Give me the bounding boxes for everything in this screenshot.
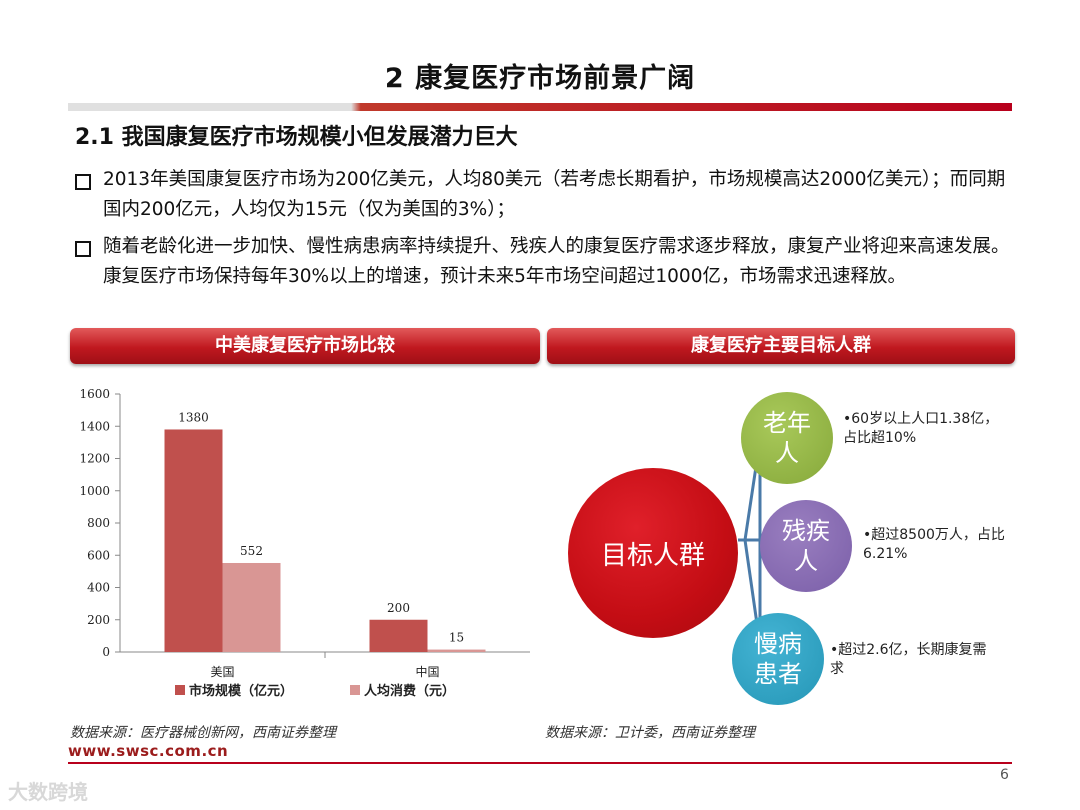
data-label: 552	[240, 544, 263, 558]
elderly-circle: 老年人	[741, 392, 833, 484]
y-tick-label: 200	[87, 613, 110, 627]
square-bullet-icon	[75, 174, 91, 190]
x-category-label: 中国	[415, 664, 439, 679]
disabled-description: •超过8500万人，占比6.21%	[863, 527, 1005, 562]
bar	[369, 619, 428, 652]
watermark: 大数跨境	[8, 780, 88, 804]
website-link[interactable]: www.swsc.com.cn	[68, 742, 229, 760]
circle-label-line: 人	[794, 547, 818, 575]
y-tick-label: 1000	[79, 484, 110, 498]
legend-label: 人均消费（元）	[364, 683, 455, 699]
y-tick-label: 400	[87, 581, 110, 595]
circle-label-line: 老年	[763, 409, 811, 437]
y-tick-label: 0	[102, 645, 110, 659]
disabled-circle: 残疾人	[760, 500, 852, 592]
circle-label-line: 慢病	[754, 630, 802, 658]
bullet-text: 随着老龄化进一步加快、慢性病患病率持续提升、残疾人的康复医疗需求逐步释放，康复产…	[103, 236, 1010, 287]
bullet-text: 2013年美国康复医疗市场为200亿美元，人均80美元（若考虑长期看护，市场规模…	[103, 169, 1006, 220]
page-number: 6	[1000, 767, 1009, 783]
y-tick-label: 1600	[79, 387, 110, 401]
page-title: 2 康复医疗市场前景广阔	[384, 63, 696, 94]
legend-swatch	[175, 685, 185, 695]
target-group-circle: 目标人群	[568, 468, 738, 638]
bullet-item: 随着老龄化进一步加快、慢性病患病率持续提升、残疾人的康复医疗需求逐步释放，康复产…	[75, 232, 1015, 292]
source-note-left: 数据来源：医疗器械创新网，西南证券整理	[70, 725, 336, 741]
legend-label: 市场规模（亿元）	[189, 683, 293, 699]
title-underline-bar	[68, 103, 1012, 111]
chart-panel-header: 中美康复医疗市场比较	[70, 328, 540, 364]
elderly-description: •60岁以上人口1.38亿，占比超10%	[843, 411, 999, 446]
legend-swatch	[350, 685, 360, 695]
circle-label-line: 人	[775, 439, 799, 467]
x-category-label: 美国	[210, 665, 234, 679]
y-tick-label: 1200	[79, 452, 110, 466]
bar	[222, 562, 281, 652]
bar	[164, 429, 223, 652]
footer-bar	[68, 762, 1012, 764]
diagram-panel-header: 康复医疗主要目标人群	[547, 328, 1015, 364]
bar	[427, 649, 486, 652]
bullet-item: 2013年美国康复医疗市场为200亿美元，人均80美元（若考虑长期看护，市场规模…	[75, 165, 1015, 225]
circle-label-line: 患者	[754, 660, 802, 688]
y-tick-label: 600	[87, 548, 110, 562]
data-label: 15	[449, 631, 464, 645]
section-subtitle: 2.1 我国康复医疗市场规模小但发展潜力巨大	[75, 125, 518, 150]
square-bullet-icon	[75, 241, 91, 257]
circle-label-line: 残疾	[782, 517, 830, 545]
chronic-description: •超过2.6亿，长期康复需求	[830, 642, 987, 677]
data-label: 200	[387, 601, 410, 615]
y-tick-label: 800	[87, 516, 110, 530]
chronic-patients-circle: 慢病 患者	[732, 613, 824, 705]
source-note-right: 数据来源：卫计委，西南证券整理	[545, 725, 755, 741]
y-tick-label: 1400	[79, 419, 110, 433]
data-label: 1380	[178, 410, 209, 424]
bar-chart: 0 200 400 600 800 1000 1200 1400 1600 1380 552 美国 20…	[79, 387, 530, 699]
